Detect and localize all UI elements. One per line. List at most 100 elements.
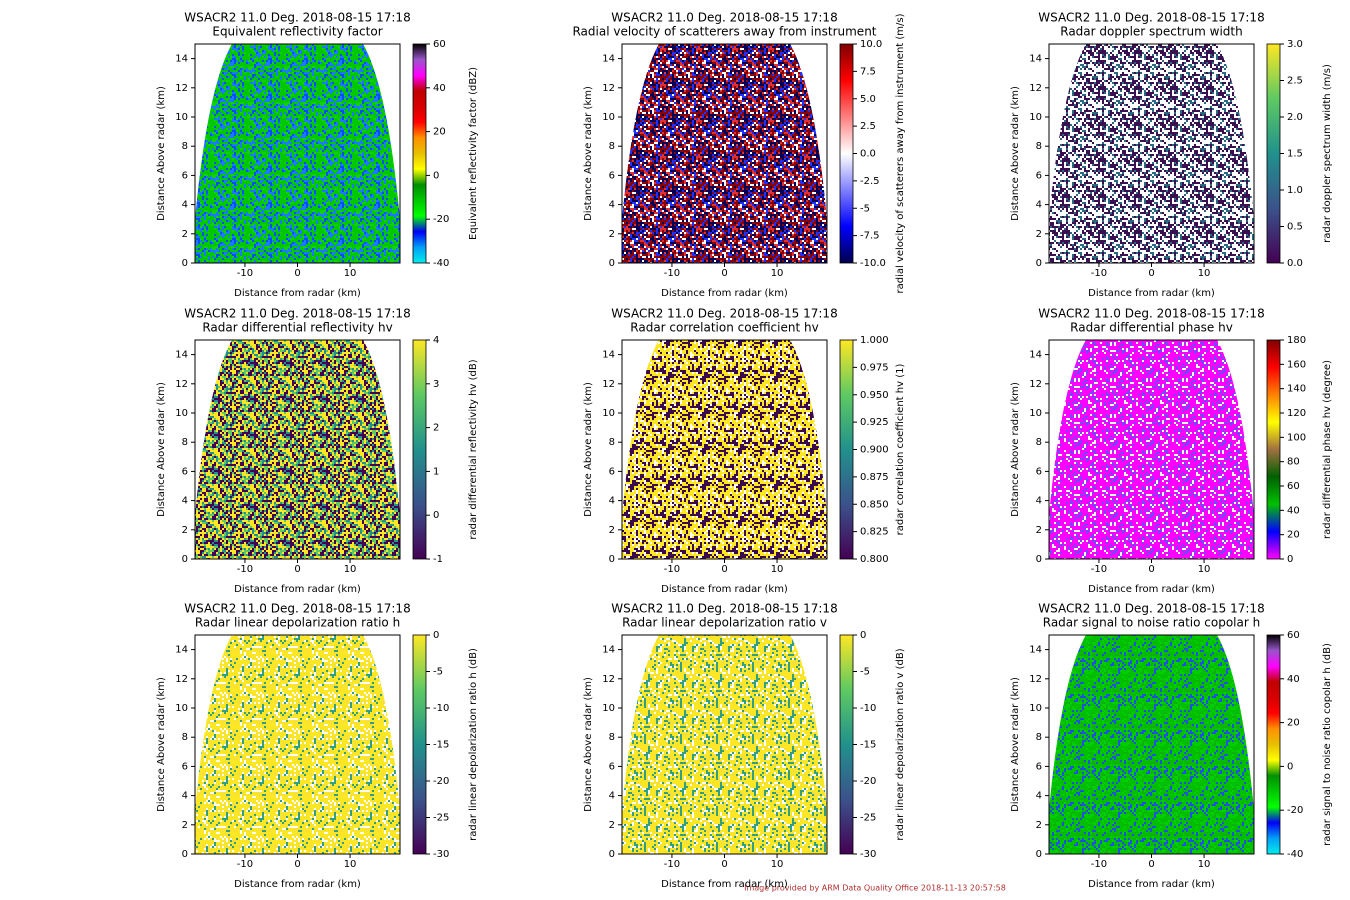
y-tick-label: 6 <box>609 761 615 772</box>
y-tick-label: 10 <box>602 703 615 714</box>
colorbar-tick-label: 2.5 <box>1287 76 1303 87</box>
colorbar-tick-label: -15 <box>860 740 876 751</box>
chart-subtitle: Radar differential phase hv <box>1070 321 1233 335</box>
colorbar-tick-label: 1.5 <box>1287 149 1303 160</box>
x-tick-label: 0 <box>294 564 300 575</box>
y-tick-label: 14 <box>602 645 615 656</box>
y-tick-label: 10 <box>602 408 615 419</box>
y-tick-label: 12 <box>602 83 615 94</box>
x-tick-label: -10 <box>664 268 680 279</box>
x-tick-label: 10 <box>344 564 357 575</box>
y-tick-label: 0 <box>609 554 615 565</box>
colorbar-tick-label: 4 <box>433 335 439 346</box>
colorbar-tick-label: -5 <box>433 667 443 678</box>
colorbar-tick-label: 60 <box>1287 630 1300 641</box>
y-tick-label: 4 <box>1036 200 1042 211</box>
colorbar <box>1266 43 1281 264</box>
colorbar-label: radar differential phase hv (degree) <box>1322 360 1333 539</box>
chart-subtitle: Radar signal to noise ratio copolar h <box>1043 616 1260 630</box>
y-tick-label: 14 <box>1029 350 1042 361</box>
colorbar-tick-label: -30 <box>860 849 876 860</box>
colorbar-tick-label: 180 <box>1287 335 1306 346</box>
y-axis-label: Distance Above radar (km) <box>156 86 167 221</box>
colorbar-tick-label: 0.0 <box>1287 258 1303 269</box>
y-tick-label: 10 <box>1029 408 1042 419</box>
colorbar-tick-label: -10.0 <box>860 258 886 269</box>
y-tick-label: 2 <box>182 229 188 240</box>
y-tick-label: 4 <box>182 496 188 507</box>
colorbar-tick-label: 0 <box>1287 554 1293 565</box>
y-tick-label: 6 <box>182 466 188 477</box>
x-tick-label: -10 <box>237 859 253 870</box>
y-tick-label: 14 <box>175 350 188 361</box>
y-tick-label: 6 <box>1036 466 1042 477</box>
y-tick-label: 2 <box>1036 820 1042 831</box>
x-tick-label: -10 <box>664 564 680 575</box>
x-tick-label: -10 <box>237 268 253 279</box>
chart-title: WSACR2 11.0 Deg. 2018-08-15 17:18 <box>1038 11 1264 25</box>
colorbar-label: Equivalent reflectivity factor (dBZ) <box>468 67 479 240</box>
colorbar-tick-label: -5 <box>860 203 870 214</box>
colorbar-tick-label: 0 <box>433 170 439 181</box>
y-tick-label: 8 <box>182 732 188 743</box>
radar-field <box>195 340 400 559</box>
chart-title: WSACR2 11.0 Deg. 2018-08-15 17:18 <box>611 602 837 616</box>
colorbar-tick-label: -5 <box>860 667 870 678</box>
x-tick-label: 10 <box>344 268 357 279</box>
chart-title: WSACR2 11.0 Deg. 2018-08-15 17:18 <box>611 307 837 321</box>
colorbar-tick-label: 140 <box>1287 384 1306 395</box>
y-tick-label: 8 <box>1036 732 1042 743</box>
colorbar <box>412 634 427 855</box>
y-tick-label: 0 <box>182 554 188 565</box>
colorbar-tick-label: 0.0 <box>860 149 876 160</box>
chart-subtitle: Equivalent reflectivity factor <box>212 25 382 39</box>
y-tick-label: 6 <box>609 170 615 181</box>
x-tick-label: 0 <box>721 859 727 870</box>
chart-title: WSACR2 11.0 Deg. 2018-08-15 17:18 <box>184 602 410 616</box>
colorbar <box>1266 339 1281 560</box>
y-tick-label: 8 <box>609 437 615 448</box>
y-axis-label: Distance Above radar (km) <box>583 86 594 221</box>
colorbar-label: radar linear depolarization ratio v (dB) <box>895 648 906 840</box>
y-tick-label: 8 <box>609 732 615 743</box>
chart-title: WSACR2 11.0 Deg. 2018-08-15 17:18 <box>611 11 837 25</box>
colorbar-tick-label: -20 <box>860 776 876 787</box>
radar-field <box>622 340 827 559</box>
colorbar-tick-label: -7.5 <box>860 231 880 242</box>
y-tick-label: 4 <box>182 791 188 802</box>
x-tick-label: 0 <box>294 268 300 279</box>
chart-subtitle: Radar linear depolarization ratio h <box>195 616 400 630</box>
x-tick-label: 10 <box>1198 268 1211 279</box>
x-tick-label: 10 <box>771 859 784 870</box>
colorbar-tick-label: 0 <box>860 630 866 641</box>
y-tick-label: 6 <box>609 466 615 477</box>
x-tick-label: -10 <box>1091 564 1107 575</box>
radar-field <box>622 635 827 854</box>
radar-field <box>1049 44 1254 263</box>
colorbar-tick-label: 20 <box>433 127 446 138</box>
y-tick-label: 0 <box>1036 554 1042 565</box>
x-tick-label: 10 <box>1198 859 1211 870</box>
x-tick-label: 0 <box>1148 564 1154 575</box>
y-tick-label: 4 <box>609 496 615 507</box>
y-tick-label: 2 <box>609 820 615 831</box>
y-tick-label: 6 <box>1036 170 1042 181</box>
y-axis-label: Distance Above radar (km) <box>1010 86 1021 221</box>
x-tick-label: -10 <box>1091 268 1107 279</box>
x-tick-label: 10 <box>1198 564 1211 575</box>
colorbar-tick-label: 3.0 <box>1287 39 1303 50</box>
y-tick-label: 10 <box>1029 112 1042 123</box>
colorbar-tick-label: -40 <box>1287 849 1303 860</box>
colorbar-tick-label: -20 <box>1287 805 1303 816</box>
y-tick-label: 4 <box>1036 791 1042 802</box>
colorbar-tick-label: -1 <box>433 554 443 565</box>
y-tick-label: 4 <box>1036 496 1042 507</box>
chart-subtitle: Radar doppler spectrum width <box>1060 25 1242 39</box>
x-tick-label: 0 <box>721 268 727 279</box>
y-tick-label: 12 <box>175 674 188 685</box>
chart-subtitle: Radar linear depolarization ratio v <box>622 616 827 630</box>
colorbar-tick-label: -25 <box>860 813 876 824</box>
colorbar-tick-label: -20 <box>433 776 449 787</box>
colorbar <box>412 339 427 560</box>
